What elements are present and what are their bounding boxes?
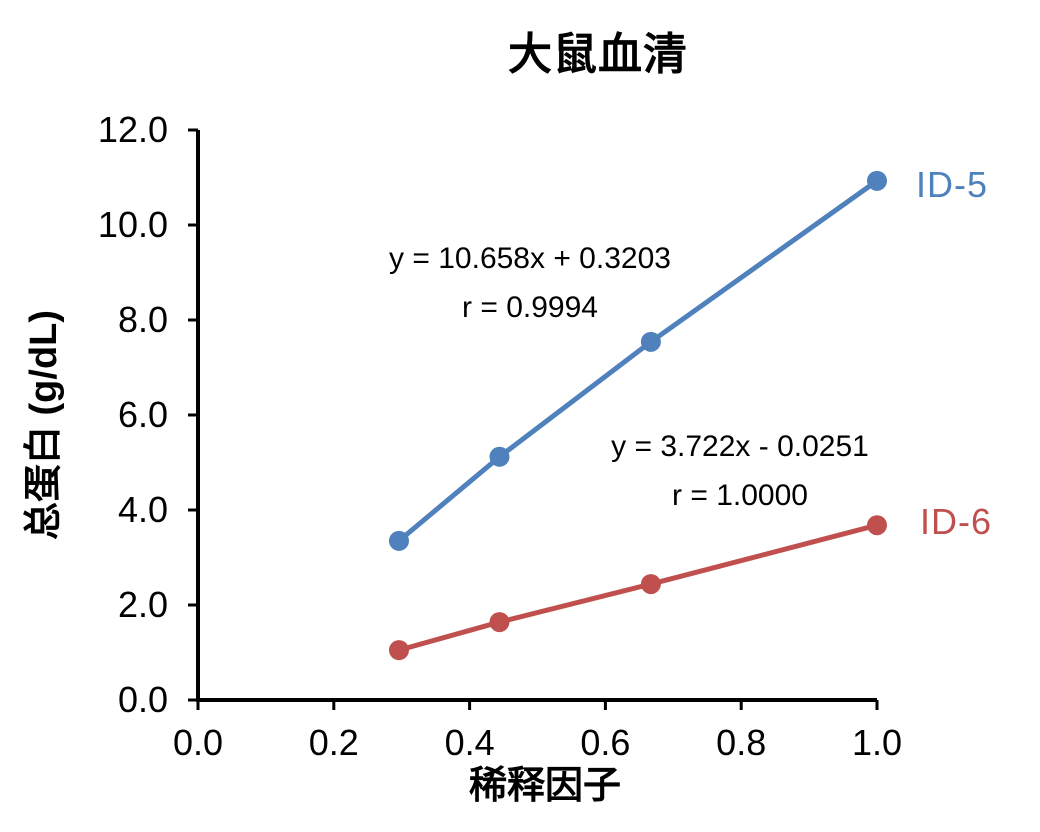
chart-title: 大鼠血清 [508, 30, 688, 79]
y-tick-label: 2.0 [118, 584, 168, 625]
x-axis-title: 稀释因子 [468, 765, 621, 807]
y-tick-label: 10.0 [98, 204, 168, 245]
data-point-id-5 [388, 530, 409, 551]
y-tick-label: 0.0 [118, 679, 168, 720]
data-point-id-6 [640, 574, 661, 595]
y-axis-title: 总蛋白 (g/dL) [23, 309, 65, 541]
y-tick-label: 4.0 [118, 489, 168, 530]
x-tick-label: 0.8 [716, 722, 766, 763]
data-point-id-6 [388, 640, 409, 661]
data-point-id-5 [640, 331, 661, 352]
series-label-id6: ID-6 [920, 501, 993, 542]
trendline-equation-id6: y = 3.722x - 0.0251 r = 1.0000 [540, 422, 940, 520]
series-line-id-5 [396, 178, 880, 544]
equation-text-id6: y = 3.722x - 0.0251 [611, 430, 869, 463]
y-tick-label: 6.0 [118, 394, 168, 435]
data-point-id-6 [867, 515, 887, 536]
x-tick-label: 0.6 [580, 722, 630, 763]
x-tick-label: 0.4 [445, 722, 495, 763]
series-line-id-6 [396, 522, 880, 653]
data-point-id-6 [489, 612, 510, 633]
correlation-text-id5: r = 0.9994 [462, 291, 598, 324]
data-point-id-5 [489, 446, 510, 467]
x-tick-label: 1.0 [852, 722, 902, 763]
data-point-id-5 [867, 170, 887, 191]
y-tick-label: 8.0 [118, 299, 168, 340]
series-label-id5: ID-5 [916, 164, 989, 205]
trendline-equation-id5: y = 10.658x + 0.3203 r = 0.9994 [330, 234, 730, 332]
equation-text-id5: y = 10.658x + 0.3203 [389, 242, 671, 275]
x-tick-label: 0.0 [173, 722, 223, 763]
y-tick-label: 12.0 [98, 109, 168, 150]
correlation-text-id6: r = 1.0000 [672, 479, 808, 512]
x-tick-label: 0.2 [309, 722, 359, 763]
